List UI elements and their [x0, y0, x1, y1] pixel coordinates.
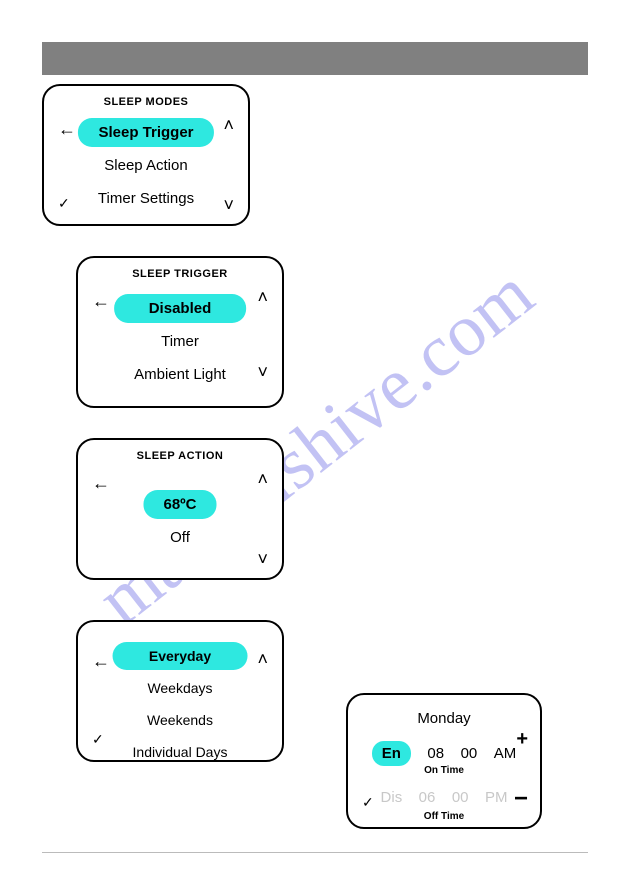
chevron-up-icon[interactable]: ˄: [257, 288, 268, 306]
time-on-hh[interactable]: 08: [427, 745, 444, 762]
arrow-left-icon[interactable]: ←: [92, 652, 110, 670]
card-sleep-action-title: SLEEP ACTION: [78, 450, 282, 462]
top-bar: [42, 42, 588, 75]
time-off-ampm[interactable]: PM: [485, 789, 508, 806]
card-sleep-modes: SLEEP MODES ← ˄ ˅ ✓ Sleep Trigger Sleep …: [42, 84, 250, 226]
card-sleep-trigger-title: SLEEP TRIGGER: [78, 268, 282, 280]
sleep-modes-item-2[interactable]: Timer Settings: [78, 184, 214, 213]
chevron-down-icon[interactable]: ˅: [257, 550, 268, 568]
sleep-modes-list: Sleep Trigger Sleep Action Timer Setting…: [78, 114, 214, 217]
card-time: Monday + ✓ − En 08 00 AM On Time Dis 06 …: [346, 693, 542, 829]
sleep-action-item-1[interactable]: Off: [144, 523, 217, 552]
sleep-trigger-item-2[interactable]: Ambient Light: [114, 360, 246, 389]
chevron-up-icon[interactable]: ˄: [257, 650, 268, 668]
days-item-0[interactable]: Everyday: [113, 642, 248, 670]
time-on-enable[interactable]: En: [372, 741, 411, 766]
card-time-title: Monday: [348, 710, 540, 727]
check-icon[interactable]: ✓: [92, 732, 104, 746]
sleep-trigger-item-1[interactable]: Timer: [114, 327, 246, 356]
chevron-up-icon[interactable]: ˄: [223, 116, 234, 134]
time-on-row: En 08 00 AM: [348, 741, 540, 766]
days-item-3[interactable]: Individual Days: [113, 738, 248, 766]
chevron-down-icon[interactable]: ˅: [257, 363, 268, 381]
check-icon[interactable]: ✓: [58, 196, 70, 210]
card-sleep-trigger: SLEEP TRIGGER ← ˄ ˅ Disabled Timer Ambie…: [76, 256, 284, 408]
time-on-ampm[interactable]: AM: [494, 745, 517, 762]
days-list: Everyday Weekdays Weekends Individual Da…: [113, 638, 248, 770]
time-off-mm[interactable]: 00: [452, 789, 469, 806]
sleep-trigger-list: Disabled Timer Ambient Light: [114, 290, 246, 393]
time-off-enable[interactable]: Dis: [381, 789, 403, 806]
arrow-left-icon[interactable]: ←: [92, 292, 110, 310]
card-sleep-action: SLEEP ACTION ← ˄ ˅ 68ºC Off: [76, 438, 284, 580]
arrow-left-icon[interactable]: ←: [58, 120, 76, 138]
card-days: ← ˄ ✓ Everyday Weekdays Weekends Individ…: [76, 620, 284, 762]
time-off-hh[interactable]: 06: [419, 789, 436, 806]
sleep-modes-item-0[interactable]: Sleep Trigger: [78, 118, 214, 147]
bottom-rule: [42, 852, 588, 853]
days-item-2[interactable]: Weekends: [113, 706, 248, 734]
time-on-mm[interactable]: 00: [461, 745, 478, 762]
time-off-row: Dis 06 00 PM: [348, 789, 540, 807]
sleep-trigger-item-0[interactable]: Disabled: [114, 294, 246, 323]
time-on-caption: On Time: [348, 765, 540, 776]
arrow-left-icon[interactable]: ←: [92, 474, 110, 492]
sleep-modes-item-1[interactable]: Sleep Action: [78, 151, 214, 180]
chevron-down-icon[interactable]: ˅: [223, 196, 234, 214]
days-item-1[interactable]: Weekdays: [113, 674, 248, 702]
sleep-action-list: 68ºC Off: [144, 486, 217, 556]
time-off-caption: Off Time: [348, 811, 540, 822]
sleep-action-item-0[interactable]: 68ºC: [144, 490, 217, 519]
card-sleep-modes-title: SLEEP MODES: [44, 96, 248, 108]
chevron-up-icon[interactable]: ˄: [257, 470, 268, 488]
page: manualshive.com SLEEP MODES ← ˄ ˅ ✓ Slee…: [0, 0, 631, 893]
